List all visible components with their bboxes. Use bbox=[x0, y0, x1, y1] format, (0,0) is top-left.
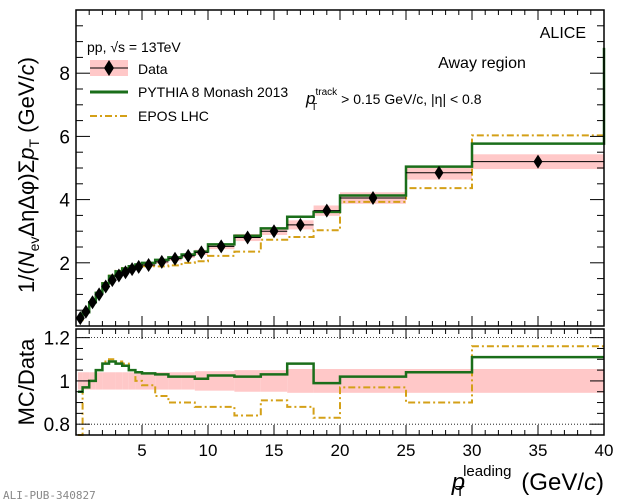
ratio-sys-band bbox=[168, 372, 182, 390]
ratio-sys-band bbox=[109, 372, 116, 390]
x-tick-label: 35 bbox=[529, 441, 548, 460]
ratio-sys-band bbox=[287, 369, 314, 393]
data-point bbox=[107, 273, 117, 288]
epos-curve bbox=[77, 47, 605, 322]
data-point bbox=[81, 304, 91, 319]
ratio-panel bbox=[76, 337, 604, 436]
x-tick-label: 10 bbox=[199, 441, 218, 460]
y-tick-label: 8 bbox=[59, 64, 70, 85]
footer-id: ALI-PUB-340827 bbox=[3, 489, 96, 502]
ratio-sys-band bbox=[340, 369, 406, 393]
ratio-sys-band bbox=[406, 369, 472, 393]
ratio-ylabel: MC/Data bbox=[14, 338, 39, 426]
ratio-y-tick-label: 1.2 bbox=[44, 329, 70, 350]
legend-data-marker bbox=[104, 60, 114, 76]
data-point bbox=[322, 203, 332, 218]
data-point bbox=[533, 154, 543, 169]
x-tick-label: 30 bbox=[463, 441, 482, 460]
experiment-label: ALICE bbox=[540, 25, 586, 42]
ratio-sys-band bbox=[142, 372, 156, 390]
data-point bbox=[88, 295, 97, 310]
ratio-sys-band bbox=[128, 372, 136, 390]
ratio-sys-band bbox=[208, 371, 235, 391]
x-tick-label: 20 bbox=[331, 441, 350, 460]
x-tick-label: 5 bbox=[137, 441, 146, 460]
data-point bbox=[75, 311, 85, 326]
region-label: Away region bbox=[438, 55, 526, 72]
ratio-y-tick-label: 0.8 bbox=[44, 415, 70, 436]
data-point bbox=[157, 254, 167, 269]
legend-data-label: Data bbox=[138, 61, 168, 77]
data-point bbox=[94, 287, 104, 302]
ratio-sys-band bbox=[102, 372, 109, 390]
ratio-sys-band bbox=[95, 372, 103, 390]
data-point bbox=[434, 165, 444, 180]
y-tick-label: 6 bbox=[59, 127, 70, 148]
ratio-sys-band bbox=[472, 369, 604, 393]
system-label: pp, √s = 13TeV bbox=[87, 39, 181, 55]
legend-pythia-label: PYTHIA 8 Monash 2013 bbox=[138, 84, 288, 100]
legend-epos-label: EPOS LHC bbox=[138, 108, 209, 124]
y-tick-label: 2 bbox=[59, 254, 70, 275]
ratio-sys-band bbox=[313, 369, 340, 393]
data-point bbox=[243, 230, 253, 245]
ratio-sys-band bbox=[194, 371, 208, 391]
data-point bbox=[216, 239, 226, 254]
ratio-sys-band bbox=[155, 372, 169, 390]
main-ylabel: 1/(NevΔηΔφ)ΣpT (GeV/c) bbox=[14, 57, 42, 293]
data-point bbox=[134, 259, 144, 274]
ratio-y-tick-label: 1 bbox=[59, 372, 70, 393]
data-point bbox=[144, 258, 154, 273]
data-point bbox=[121, 265, 130, 280]
data-point bbox=[269, 224, 279, 239]
data-point bbox=[127, 262, 137, 277]
data-point bbox=[101, 279, 111, 294]
y-tick-label: 4 bbox=[59, 191, 70, 212]
main-panel bbox=[75, 47, 606, 326]
axis-ticks: 5 10 15 20 25 30 35 40 2 4 6 8 0.8 1 1.2 bbox=[44, 10, 614, 460]
legend: Data PYTHIA 8 Monash 2013 EPOS LHC bbox=[90, 60, 288, 124]
ratio-sys-band bbox=[122, 372, 129, 390]
ratio-sys-band bbox=[115, 372, 123, 390]
ratio-sys-band bbox=[181, 372, 195, 390]
data-point bbox=[183, 248, 193, 263]
data-point bbox=[196, 245, 206, 260]
cut-label: ptrack T > 0.15 GeV/c, |η| < 0.8 bbox=[305, 87, 482, 113]
pythia-ratio-curve bbox=[77, 355, 604, 393]
ratio-sys-band bbox=[234, 370, 261, 392]
xlabel: pleading T (GeV/c) bbox=[451, 463, 604, 500]
data-point bbox=[295, 217, 305, 232]
data-point bbox=[114, 268, 124, 283]
ratio-sys-band bbox=[135, 372, 142, 390]
x-tick-label: 15 bbox=[265, 441, 284, 460]
data-point bbox=[368, 191, 378, 206]
x-tick-label: 25 bbox=[397, 441, 416, 460]
x-tick-label: 40 bbox=[595, 441, 614, 460]
data-point bbox=[170, 251, 180, 266]
